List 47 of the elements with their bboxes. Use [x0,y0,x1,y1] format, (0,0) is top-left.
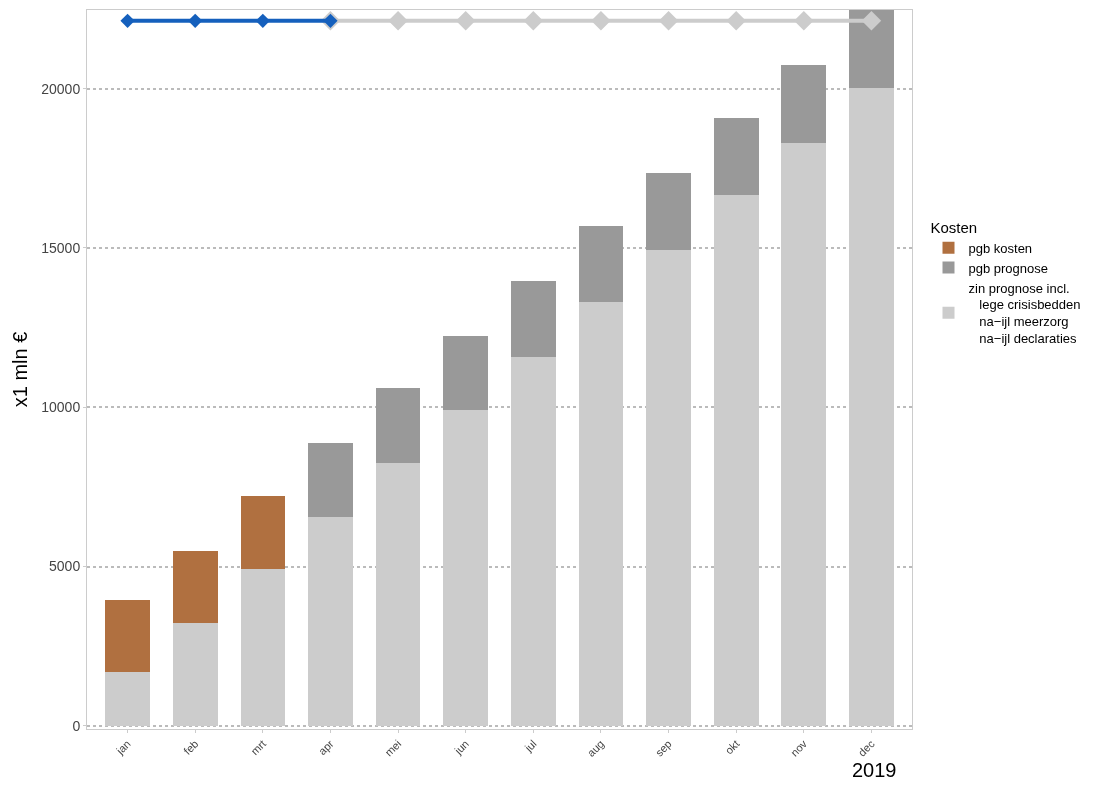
bar [443,410,488,726]
x-tick-label: jul [521,737,539,755]
x-axis-title: 2019 [852,759,897,781]
bar [781,64,827,143]
legend-label: zin prognose incl. lege crisisbedden na−ijl meerzorg na−ijl declaraties [968,280,1081,347]
bar [308,516,353,726]
bar [172,550,218,624]
x-tick-label: aug [584,737,607,759]
y-tick-label: 5000 [49,558,81,575]
x-tick-label: mrt [248,737,269,758]
bar [849,10,894,88]
x-tick-label: nov [788,737,810,759]
bar [713,118,759,196]
x-tick-label: sep [652,737,674,759]
bar [646,249,691,726]
legend-label: pgb kosten [968,240,1033,256]
y-tick-label: 10000 [41,399,81,416]
legend-label: pgb prognose [968,260,1049,276]
bar [849,87,894,726]
x-tick-label: apr [316,737,336,758]
y-tick-label: 0 [72,717,81,734]
bar [240,495,286,570]
bar [240,569,286,726]
x-tick-label: mei [382,737,404,759]
bar [105,600,150,672]
x-tick-label: jun [451,737,471,758]
bar [713,195,759,726]
bar [578,301,624,726]
y-axis-title: x1 mln € [8,331,31,408]
y-tick-label: 15000 [41,239,81,256]
bar [781,142,827,726]
bar [375,463,421,726]
x-tick-label: dec [855,737,878,759]
bar [443,335,488,411]
legend-title: Kosten [930,218,978,236]
bar [578,225,624,302]
y-tick-label: 20000 [41,80,81,97]
bar [646,173,691,250]
x-tick-label: okt [722,737,742,757]
bar [511,280,556,357]
bar [375,388,421,463]
x-tick-label: feb [181,737,201,757]
bar [308,443,353,517]
bar [105,671,150,726]
bar [511,356,556,726]
bar [172,623,218,726]
x-tick-label: jan [113,737,133,758]
